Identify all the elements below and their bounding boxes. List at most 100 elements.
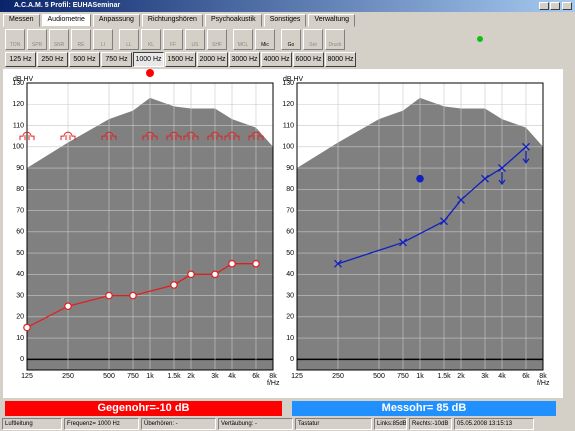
y-tick-label: 10 <box>286 335 294 342</box>
threshold-point <box>498 164 506 172</box>
plot-frame <box>26 82 274 371</box>
threshold-point <box>187 270 195 279</box>
x-tick-label: 8k <box>269 373 277 380</box>
x-tick-label: 3k <box>211 373 219 380</box>
y-tick-label: 130 <box>282 80 294 87</box>
tool-button[interactable]: Druck <box>325 29 345 50</box>
tool-button[interactable]: SHF <box>207 29 227 50</box>
close-button[interactable] <box>562 2 572 10</box>
tool-button[interactable]: Go <box>281 29 301 50</box>
frequency-button[interactable]: 1500 Hz <box>165 52 196 67</box>
frequency-button[interactable]: 125 Hz <box>5 52 36 67</box>
y-tick-label: 60 <box>16 229 24 236</box>
y-axis-label: dB HV <box>13 76 34 83</box>
tab[interactable]: Richtungshören <box>141 14 203 27</box>
masking-marker <box>19 131 35 141</box>
tool-button[interactable]: LL <box>119 29 139 50</box>
x-tick-label: 750 <box>127 373 139 380</box>
status-cell: Frequenz= 1000 Hz <box>64 418 139 430</box>
threshold-point <box>211 270 219 279</box>
plot-frame <box>296 82 544 371</box>
minimize-button[interactable] <box>539 2 549 10</box>
status-led <box>477 36 483 42</box>
y-tick-label: 100 <box>282 144 294 151</box>
y-tick-label: 0 <box>20 356 24 363</box>
frequency-button[interactable]: 8000 Hz <box>325 52 356 67</box>
tab[interactable]: Sonstiges <box>263 14 307 27</box>
tool-button[interactable]: FF <box>163 29 183 50</box>
frequency-button[interactable]: 500 Hz <box>69 52 100 67</box>
frequency-bar: 125 Hz 250 Hz 500 Hz 750 Hz 1000 Hz 1500 Hz 20… <box>5 52 357 67</box>
threshold-point <box>129 291 137 300</box>
tool-button[interactable]: US <box>185 29 205 50</box>
frequency-button[interactable]: 750 Hz <box>101 52 132 67</box>
tool-button[interactable]: Set <box>303 29 323 50</box>
threshold-point <box>481 174 489 183</box>
y-tick-label: 70 <box>16 207 24 214</box>
tab[interactable]: Audiometrie <box>41 14 91 27</box>
x-tick-label: 4k <box>228 373 236 380</box>
x-tick-label: 4k <box>498 373 506 380</box>
y-tick-label: 60 <box>286 229 294 236</box>
y-tick-label: 110 <box>283 122 294 129</box>
tab[interactable]: Messen <box>3 14 40 27</box>
frequency-button[interactable]: 6000 Hz <box>293 52 324 67</box>
right-ear-bar: Messohr= 85 dB <box>292 401 556 416</box>
frequency-button[interactable]: 2000 Hz <box>197 52 228 67</box>
frequency-button[interactable]: 3000 Hz <box>229 52 260 67</box>
x-tick-label: 500 <box>103 373 115 380</box>
y-tick-label: 120 <box>12 101 24 108</box>
status-cell: 05.05.2008 13:15:13 <box>454 418 534 430</box>
threshold-point <box>64 302 72 311</box>
tool-button[interactable]: MCL <box>233 29 253 50</box>
tool-button[interactable]: SPR <box>27 29 47 50</box>
frequency-button[interactable]: 4000 Hz <box>261 52 292 67</box>
y-tick-label: 130 <box>12 80 24 87</box>
tab[interactable]: Psychoakustik <box>204 14 262 27</box>
threshold-point <box>170 281 178 289</box>
window-title: A.C.A.M. 5 Profil: EUHASeminar <box>14 2 121 9</box>
threshold-point <box>23 323 31 332</box>
masking-marker <box>142 131 158 141</box>
threshold-point <box>252 259 260 268</box>
tab[interactable]: Verwaltung <box>308 14 356 27</box>
tool-button[interactable]: LI <box>93 29 113 50</box>
x-tick-label: 8k <box>539 373 547 380</box>
threshold-point <box>416 174 424 183</box>
x-tick-label: 1.5k <box>167 373 181 380</box>
y-tick-label: 20 <box>16 314 24 321</box>
title-bar: A.C.A.M. 5 Profil: EUHASeminar <box>0 0 575 12</box>
y-tick-label: 10 <box>16 335 24 342</box>
no-response-arrow <box>498 172 506 186</box>
masking-marker <box>224 131 240 141</box>
tool-button[interactable]: SNR <box>49 29 69 50</box>
tab-bar: Messen Audiometrie Anpassung Richtungshören… <box>3 14 357 27</box>
frequency-indicator <box>146 69 154 77</box>
x-tick-label: 6k <box>522 373 530 380</box>
tool-button[interactable]: KL <box>141 29 161 50</box>
x-tick-label: 125 <box>21 373 33 380</box>
status-cell: Tastatur <box>295 418 372 430</box>
masking-marker <box>101 131 117 141</box>
frequency-button[interactable]: 250 Hz <box>37 52 68 67</box>
maximize-button[interactable] <box>550 2 560 10</box>
y-tick-label: 80 <box>286 186 294 193</box>
frequency-button[interactable]: 1000 Hz <box>133 52 164 67</box>
status-cell: Links:85dB <box>374 418 407 430</box>
x-tick-label: 750 <box>397 373 409 380</box>
x-tick-label: 500 <box>373 373 385 380</box>
y-tick-label: 40 <box>16 271 24 278</box>
y-tick-label: 30 <box>16 292 24 299</box>
x-tick-label: 250 <box>332 373 344 380</box>
y-tick-label: 90 <box>16 165 24 172</box>
y-tick-label: 50 <box>286 250 294 257</box>
tool-button[interactable]: TON <box>5 29 25 50</box>
x-tick-label: 1.5k <box>437 373 451 380</box>
y-tick-label: 30 <box>286 292 294 299</box>
tab[interactable]: Anpassung <box>92 14 140 27</box>
threshold-point <box>228 259 236 268</box>
tool-button[interactable]: RE <box>71 29 91 50</box>
masking-marker <box>60 131 76 141</box>
tool-button[interactable]: Mic <box>255 29 275 50</box>
